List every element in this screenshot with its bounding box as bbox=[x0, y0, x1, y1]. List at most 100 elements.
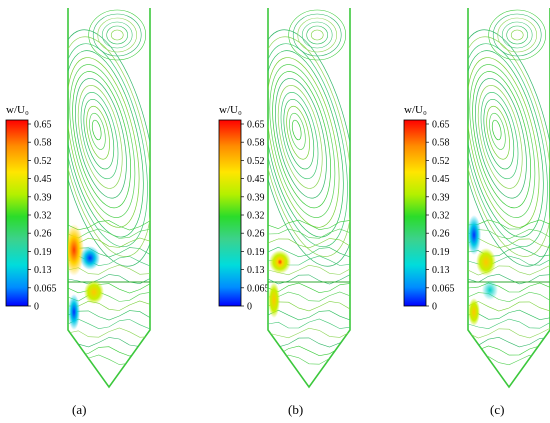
flow-contour bbox=[68, 327, 150, 338]
colorbar-tick-label: 0.52 bbox=[247, 156, 265, 167]
hotspot bbox=[68, 224, 84, 276]
vortex-contour bbox=[68, 50, 144, 238]
vortex-contour bbox=[101, 21, 133, 49]
vortex-contour bbox=[97, 17, 137, 53]
vortex-contour bbox=[497, 17, 538, 53]
vortex-contour bbox=[468, 43, 548, 248]
contour-plot bbox=[467, 8, 550, 389]
vortex-contour bbox=[289, 112, 306, 150]
vortex-contour bbox=[69, 64, 136, 218]
flow-contour bbox=[268, 238, 350, 249]
vortex-contour bbox=[272, 71, 331, 209]
vortex-contour bbox=[477, 85, 523, 189]
vortex-contour bbox=[488, 9, 547, 61]
vortex-contour bbox=[80, 92, 119, 180]
panel-1: w/U₀ 0.65 0.58 0.52 0.45 0.39 0.32 0.26 0.19 0.13… bbox=[5, 8, 151, 417]
colorbar-scale bbox=[218, 119, 242, 307]
vortex-contour bbox=[68, 43, 148, 248]
flow-contour bbox=[468, 291, 550, 303]
vortex-contour bbox=[283, 98, 315, 170]
vortex-contour bbox=[480, 92, 519, 180]
flow-contour bbox=[68, 310, 150, 321]
flow-contour bbox=[268, 246, 350, 258]
colorbar-tick-label: 0.19 bbox=[34, 247, 52, 258]
vortex-contour bbox=[292, 13, 342, 57]
panel-2: w/U₀ 0.65 0.58 0.52 0.45 0.39 0.32 0.26 0.19 0.13… bbox=[218, 8, 351, 417]
hotspot bbox=[468, 215, 481, 255]
vortex-contour bbox=[475, 78, 527, 199]
vortex-contour bbox=[68, 29, 150, 267]
vortex-contour bbox=[306, 25, 329, 45]
colorbar-tick-label: 0.32 bbox=[34, 211, 52, 222]
colorbar-tick-label: 0.58 bbox=[432, 138, 450, 149]
vortex-contour bbox=[88, 9, 146, 61]
vortex-contour bbox=[288, 9, 347, 61]
flow-contour bbox=[468, 228, 550, 240]
colorbar-tick-label: 0.45 bbox=[432, 174, 450, 185]
colorbar-tick-label: 0 bbox=[432, 302, 437, 313]
contour-lines bbox=[68, 9, 150, 365]
vortex-contour bbox=[268, 36, 350, 257]
flow-contour bbox=[468, 238, 550, 249]
colorbar-tick-label: 0.52 bbox=[34, 156, 52, 167]
panel-label: (b) bbox=[288, 402, 303, 417]
flow-contour bbox=[268, 327, 350, 339]
hotspot bbox=[268, 282, 280, 318]
contour-plot bbox=[67, 8, 151, 389]
hotspot bbox=[68, 294, 80, 330]
vortex-contour bbox=[77, 85, 123, 189]
vortex-contour bbox=[310, 29, 324, 41]
flow-contour bbox=[68, 220, 150, 231]
panel-3: w/U₀ 0.65 0.58 0.52 0.45 0.39 0.32 0.26 0.19 0.13… bbox=[403, 8, 550, 417]
vortex-contour bbox=[268, 50, 344, 238]
vortex-contour bbox=[106, 25, 128, 45]
colorbar-tick-label: 0.39 bbox=[247, 192, 265, 203]
colorbar-tick-label: 0.32 bbox=[247, 211, 265, 222]
flow-contour bbox=[468, 318, 550, 330]
vortex-contour bbox=[91, 119, 102, 141]
vortex-contour bbox=[489, 112, 506, 150]
colorbar-title: w/U₀ bbox=[404, 104, 427, 116]
colorbar-tick-label: 0.13 bbox=[247, 265, 265, 276]
colorbar: w/U₀ 0.65 0.58 0.52 0.45 0.39 0.32 0.26 0.19 0.13… bbox=[218, 104, 270, 313]
colorbar-tick-label: 0.19 bbox=[247, 247, 265, 258]
colorbar-tick-label: 0.65 bbox=[34, 120, 52, 131]
vortex-contour bbox=[275, 78, 327, 199]
vortex-contour bbox=[506, 25, 529, 45]
colorbar-tick-label: 0.32 bbox=[432, 211, 450, 222]
colorbar-tick-label: 0.065 bbox=[432, 283, 455, 294]
colorbar-title: w/U₀ bbox=[219, 104, 242, 116]
vortex-contour bbox=[268, 57, 340, 228]
vortex-contour bbox=[501, 21, 533, 49]
vortex-contour bbox=[468, 50, 544, 238]
vortex-contour bbox=[468, 57, 540, 228]
hotspot bbox=[476, 248, 496, 276]
flow-contour bbox=[468, 336, 550, 348]
flow-contour bbox=[268, 228, 350, 239]
hotspot bbox=[468, 298, 480, 326]
colorbar: w/U₀ 0.65 0.58 0.52 0.45 0.39 0.32 0.26 0.19 0.13… bbox=[5, 104, 57, 313]
vortex-contour bbox=[468, 29, 550, 267]
colorbar-tick-label: 0.19 bbox=[432, 247, 450, 258]
vortex-contour bbox=[68, 36, 150, 257]
vortex-contour bbox=[469, 64, 536, 218]
vortex-contour bbox=[269, 64, 336, 218]
colorbar-tick-label: 0.39 bbox=[432, 192, 450, 203]
vortex-contour bbox=[268, 29, 350, 267]
vortex-contour bbox=[291, 119, 302, 141]
vortex-contour bbox=[486, 105, 510, 160]
flow-contour bbox=[468, 301, 550, 312]
flow-contour bbox=[68, 283, 150, 294]
colorbar-scale bbox=[5, 119, 29, 307]
colorbar-tick-label: 0.58 bbox=[34, 138, 52, 149]
vortex-contour bbox=[83, 98, 115, 170]
colorbar-tick-label: 0.26 bbox=[432, 229, 450, 240]
flow-contour bbox=[468, 309, 550, 321]
vortex-contour bbox=[277, 85, 323, 189]
colorbar-tick-label: 0.26 bbox=[247, 229, 265, 240]
flow-contour bbox=[268, 337, 350, 348]
colorbar-tick-label: 0.13 bbox=[432, 265, 450, 276]
vortex-contour bbox=[297, 17, 338, 53]
colorbar-tick-label: 0.45 bbox=[34, 174, 52, 185]
